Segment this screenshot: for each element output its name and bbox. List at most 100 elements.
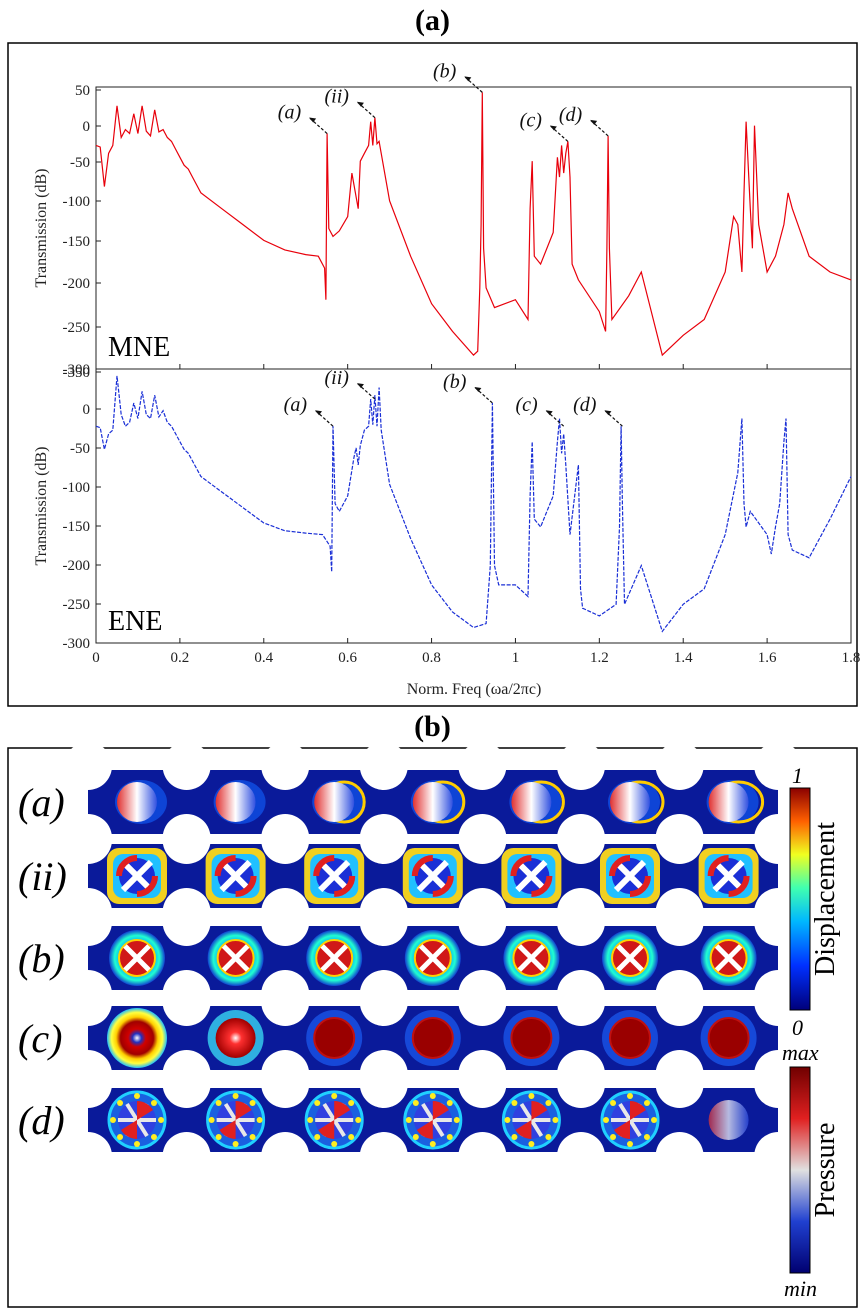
y-tick-label: -150 [63, 234, 91, 250]
colorbar-displacement: 1 0 Displacement [789, 763, 841, 1040]
field-cell [213, 780, 266, 824]
mode-lobe [545, 1100, 552, 1107]
mode-core [215, 782, 256, 822]
strip-hole [359, 1060, 408, 1108]
mode-lobe [313, 855, 356, 897]
mode-lobe [116, 855, 158, 897]
mode-lobe [528, 1141, 535, 1147]
annotation-label: (a) [278, 102, 302, 124]
field-cell [700, 930, 757, 986]
field-cell [207, 1010, 264, 1066]
mode-lobe [707, 855, 750, 897]
mode-lobe [614, 1101, 646, 1139]
strip-hole [162, 898, 211, 946]
y-tick-label: -300 [63, 636, 91, 652]
annotation-arrowhead [474, 386, 482, 392]
field-cell [206, 1090, 266, 1150]
mode-core [314, 782, 355, 822]
strip-hole [655, 978, 704, 1026]
strip-hole [458, 978, 507, 1026]
panel-a-title: (a) [415, 4, 450, 37]
annotation-label: (ii) [324, 86, 349, 108]
strip-hole [64, 816, 112, 864]
x-tick-label: 1 [512, 650, 520, 666]
annotation-label: (d) [573, 394, 597, 416]
x-tick-label: 0.2 [171, 650, 190, 666]
annotation-label: (a) [284, 394, 308, 416]
mode-cross [318, 859, 351, 893]
y-tick-label: 0 [83, 402, 91, 418]
mode-lobe [348, 1133, 355, 1140]
mode-lobe [150, 1133, 157, 1140]
strip-hole [754, 742, 803, 790]
colorbar-displacement-label: Displacement [810, 822, 841, 976]
strip-hole [261, 1132, 310, 1180]
annotation-label: (d) [559, 104, 583, 126]
strip-hole [458, 1060, 507, 1108]
mode-lobe [117, 1133, 124, 1140]
mode-cross [320, 944, 348, 972]
mode-lobe [528, 1093, 535, 1099]
mode-lobe [215, 1100, 222, 1107]
mode-cross [419, 944, 447, 972]
field-cell [402, 848, 463, 904]
annotation-label: (c) [515, 394, 538, 416]
strip-hole [655, 742, 704, 790]
y-tick-label: -250 [63, 320, 91, 336]
x-tick-label: 0.4 [254, 650, 273, 666]
strip-hole [359, 816, 408, 864]
mode-lobe [651, 1117, 657, 1123]
strip-hole [557, 978, 605, 1026]
y-tick-label: -250 [63, 597, 91, 613]
mode-core [107, 1008, 167, 1068]
mode-lobe [208, 1117, 215, 1123]
mode-lobe [121, 1101, 153, 1139]
y-tick-label: -100 [63, 480, 91, 496]
field-cell [404, 1010, 461, 1066]
mode-lobe [643, 1100, 650, 1107]
field-row: (ii) [18, 816, 803, 936]
mode-cross [616, 944, 644, 972]
field-cell [304, 848, 365, 904]
mode-lobe [610, 1100, 617, 1107]
colorbar-displacement-min: 0 [792, 1015, 803, 1040]
strip-hole [162, 1132, 211, 1180]
mode-cross [221, 944, 250, 972]
strip-hole [261, 978, 310, 1026]
annotation-arrowhead [356, 101, 364, 107]
colorbar-pressure-max: max [782, 1040, 819, 1065]
mode-lobe [110, 1117, 116, 1123]
strip-hole [655, 816, 704, 864]
strip-hole [359, 978, 408, 1026]
mode-lobe [552, 1117, 559, 1123]
mode-cross [712, 859, 745, 893]
mode-lobe [314, 1133, 321, 1140]
mode-core [708, 1100, 749, 1140]
mode-lobe [219, 1101, 252, 1139]
mode-lobe [314, 1100, 321, 1107]
mode-core [708, 782, 749, 822]
field-cell [107, 1090, 167, 1150]
plot-mne-annotations: (a) (ii) (b) (c) (d) [278, 60, 609, 142]
field-cell [115, 780, 167, 824]
strip-hole [557, 1060, 605, 1108]
field-cell [698, 848, 759, 904]
field-cell [600, 1090, 660, 1150]
panel-b-frame [7, 747, 858, 1308]
field-cell [410, 780, 466, 824]
panel-a-frame [7, 42, 858, 707]
strip-hole [458, 816, 507, 864]
mode-lobe [355, 1117, 362, 1123]
field-cell [700, 1010, 757, 1066]
x-tick-label: 0 [92, 650, 100, 666]
mode-lobe [446, 1100, 453, 1107]
y-tick-label: -50 [70, 441, 90, 457]
mode-cross [416, 859, 449, 893]
annotation-arrowhead [464, 76, 472, 82]
mne-series-line [95, 92, 852, 357]
mode-lobe [609, 855, 651, 897]
field-cell [107, 1008, 167, 1068]
colorbar-pressure: max min Pressure [782, 1040, 841, 1301]
mode-lobe [510, 855, 553, 897]
